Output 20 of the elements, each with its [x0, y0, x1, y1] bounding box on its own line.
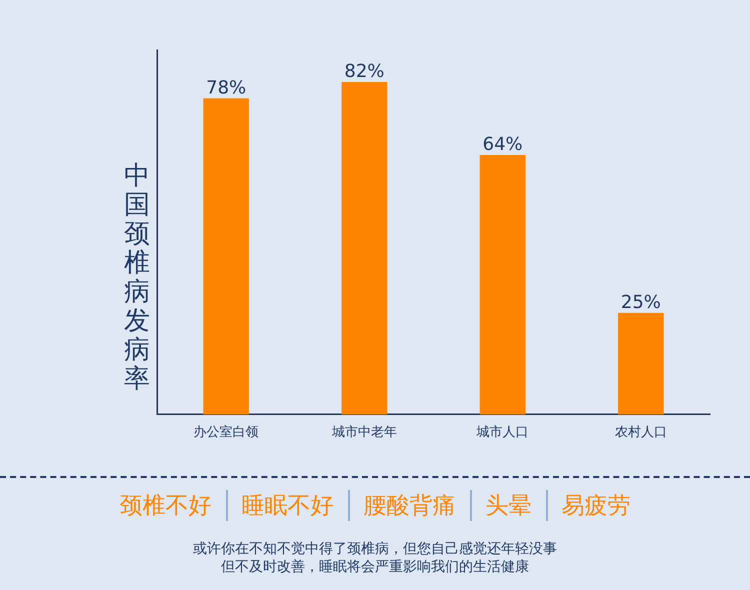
data-label: 82% [344, 61, 384, 82]
bar [480, 154, 526, 414]
text: 头晕 [470, 490, 546, 521]
x-tick-label: 办公室白领 [194, 424, 259, 439]
bar [618, 312, 664, 414]
text: 颈椎不好 [118, 492, 212, 521]
text: 易疲劳 [546, 490, 644, 521]
data-label: 78% [206, 77, 246, 98]
text: 睡眠不好 [226, 490, 348, 521]
text: 或许你在不知不觉中得了颈椎病，但您自己感觉还年轻没事 [192, 540, 558, 558]
bar [203, 98, 249, 414]
y-axis-title: 中国颈椎病发病率 [123, 161, 151, 394]
x-tick-label: 城市人口 [476, 424, 529, 439]
data-label: 64% [482, 134, 523, 155]
text: 但不及时改善，睡眠将会严重影响我们的生活健康 [220, 558, 530, 576]
x-tick-label: 农村人口 [614, 424, 667, 439]
data-label: 25% [620, 292, 661, 313]
bar [342, 82, 388, 414]
text: 腰酸背痛 [348, 490, 470, 521]
x-tick-label: 城市中老年 [330, 424, 397, 439]
